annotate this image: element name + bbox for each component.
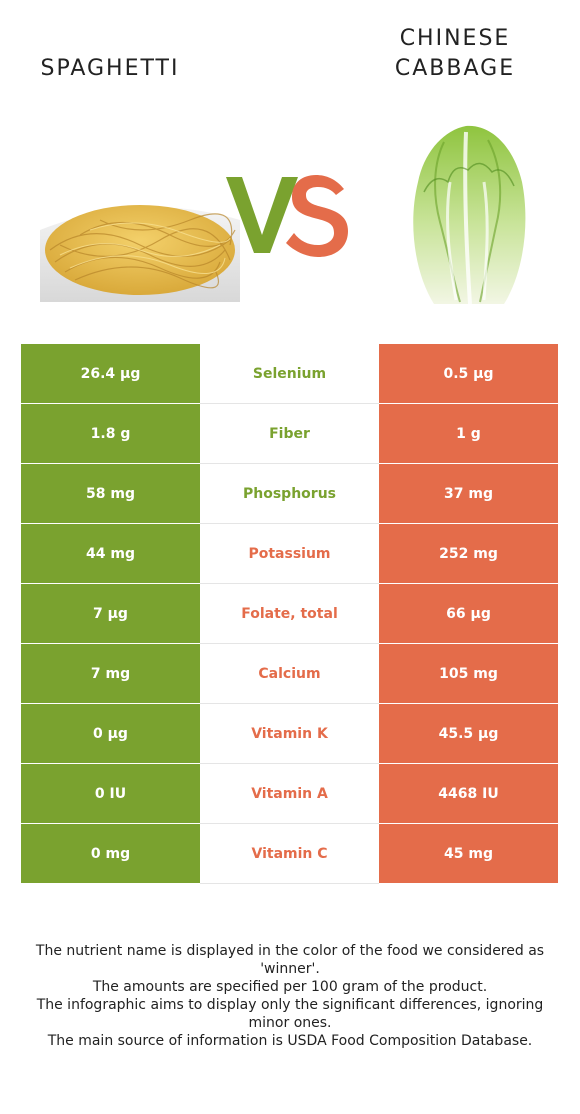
left-value-cell: 26.4 µg [21, 344, 200, 404]
food-title-left: SPAGHETTI [20, 54, 200, 84]
nutrient-name-cell: Vitamin C [200, 824, 379, 884]
table-row: 1.8 g Fiber 1 g [21, 404, 558, 464]
nutrient-name-cell: Phosphorus [200, 464, 379, 524]
footer-note: The infographic aims to display only the… [36, 997, 544, 1031]
chinese-cabbage-image [413, 125, 526, 305]
footer-note: The nutrient name is displayed in the co… [35, 943, 545, 977]
left-value-cell: 44 mg [21, 524, 200, 584]
table-row: 7 µg Folate, total 66 µg [21, 584, 558, 644]
right-value-cell: 45.5 µg [379, 704, 558, 764]
table-row: 0 IU Vitamin A 4468 IU [21, 764, 558, 824]
nutrient-comparison-table: 26.4 µg Selenium 0.5 µg 1.8 g Fiber 1 g 58 mg P… [21, 344, 558, 884]
food-title-right-line: CABBAGE [394, 56, 516, 81]
nutrient-name-cell: Calcium [200, 644, 379, 704]
footer-note: The main source of information is USDA F… [47, 1033, 533, 1049]
food-title-left-line: SPAGHETTI [40, 56, 180, 81]
right-value-cell: 37 mg [379, 464, 558, 524]
right-value-cell: 105 mg [379, 644, 558, 704]
spaghetti-image [40, 205, 240, 302]
table-row: 26.4 µg Selenium 0.5 µg [21, 344, 558, 404]
footer-notes: The nutrient name is displayed in the co… [16, 942, 564, 1050]
left-value-cell: 1.8 g [21, 404, 200, 464]
left-value-cell: 0 IU [21, 764, 200, 824]
nutrient-name-cell: Potassium [200, 524, 379, 584]
left-value-cell: 7 mg [21, 644, 200, 704]
nutrient-name-cell: Vitamin A [200, 764, 379, 824]
right-value-cell: 0.5 µg [379, 344, 558, 404]
right-value-cell: 1 g [379, 404, 558, 464]
vs-v-letter [226, 177, 298, 253]
table-row: 0 mg Vitamin C 45 mg [21, 824, 558, 884]
food-title-right: CHINESE CABBAGE [360, 24, 550, 84]
nutrient-name-cell: Vitamin K [200, 704, 379, 764]
footer-note: The amounts are specified per 100 gram o… [92, 979, 488, 995]
left-value-cell: 0 µg [21, 704, 200, 764]
right-value-cell: 4468 IU [379, 764, 558, 824]
right-value-cell: 252 mg [379, 524, 558, 584]
table-row: 58 mg Phosphorus 37 mg [21, 464, 558, 524]
right-value-cell: 45 mg [379, 824, 558, 884]
left-value-cell: 58 mg [21, 464, 200, 524]
left-value-cell: 7 µg [21, 584, 200, 644]
right-value-cell: 66 µg [379, 584, 558, 644]
left-value-cell: 0 mg [21, 824, 200, 884]
nutrient-name-cell: Folate, total [200, 584, 379, 644]
table-row: 44 mg Potassium 252 mg [21, 524, 558, 584]
food-title-right-line: CHINESE [399, 26, 511, 51]
nutrient-name-cell: Fiber [200, 404, 379, 464]
vs-mark [226, 175, 348, 257]
vs-s-letter [286, 175, 348, 257]
nutrient-name-cell: Selenium [200, 344, 379, 404]
table-row: 0 µg Vitamin K 45.5 µg [21, 704, 558, 764]
table-row: 7 mg Calcium 105 mg [21, 644, 558, 704]
